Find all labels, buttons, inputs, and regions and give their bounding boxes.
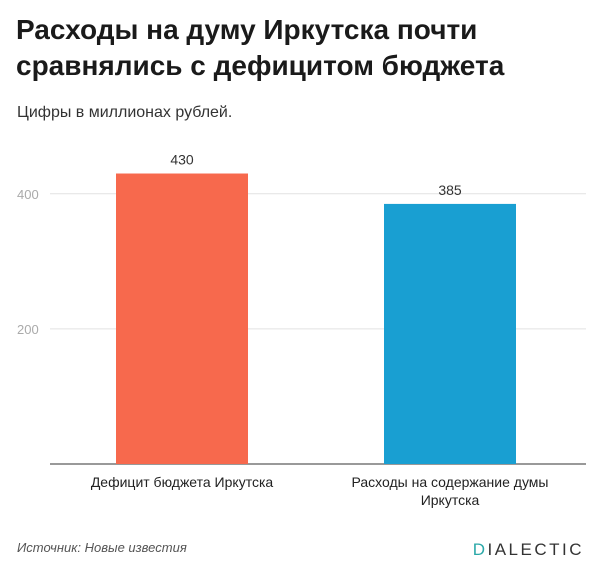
y-tick-label-200: 200 bbox=[17, 322, 39, 337]
bar-1 bbox=[116, 173, 248, 464]
logo-accent-letter: D bbox=[472, 540, 488, 559]
logo-rest: IALECTIC bbox=[487, 540, 584, 559]
x-category-label-2-line-1: Расходы на содержание думы bbox=[352, 474, 549, 490]
data-label-2: 385 bbox=[438, 182, 462, 198]
data-label-1: 430 bbox=[170, 152, 194, 168]
chart-title: Расходы на думу Иркутска почти сравнялис… bbox=[16, 14, 505, 81]
dialectic-logo: DIALECTIC bbox=[473, 540, 584, 560]
x-category-label-1: Дефицит бюджета Иркутска bbox=[91, 474, 274, 490]
bar-2 bbox=[384, 203, 516, 464]
x-category-label-2-line-2: Иркутска bbox=[421, 492, 480, 508]
bar-chart: 200 400 430 Дефицит бюджета Иркутска 385 Расх… bbox=[17, 152, 586, 508]
chart-subtitle: Цифры в миллионах рублей. bbox=[17, 104, 233, 121]
y-tick-label-400: 400 bbox=[17, 187, 39, 202]
source-note: Источник: Новые известия bbox=[17, 540, 187, 555]
